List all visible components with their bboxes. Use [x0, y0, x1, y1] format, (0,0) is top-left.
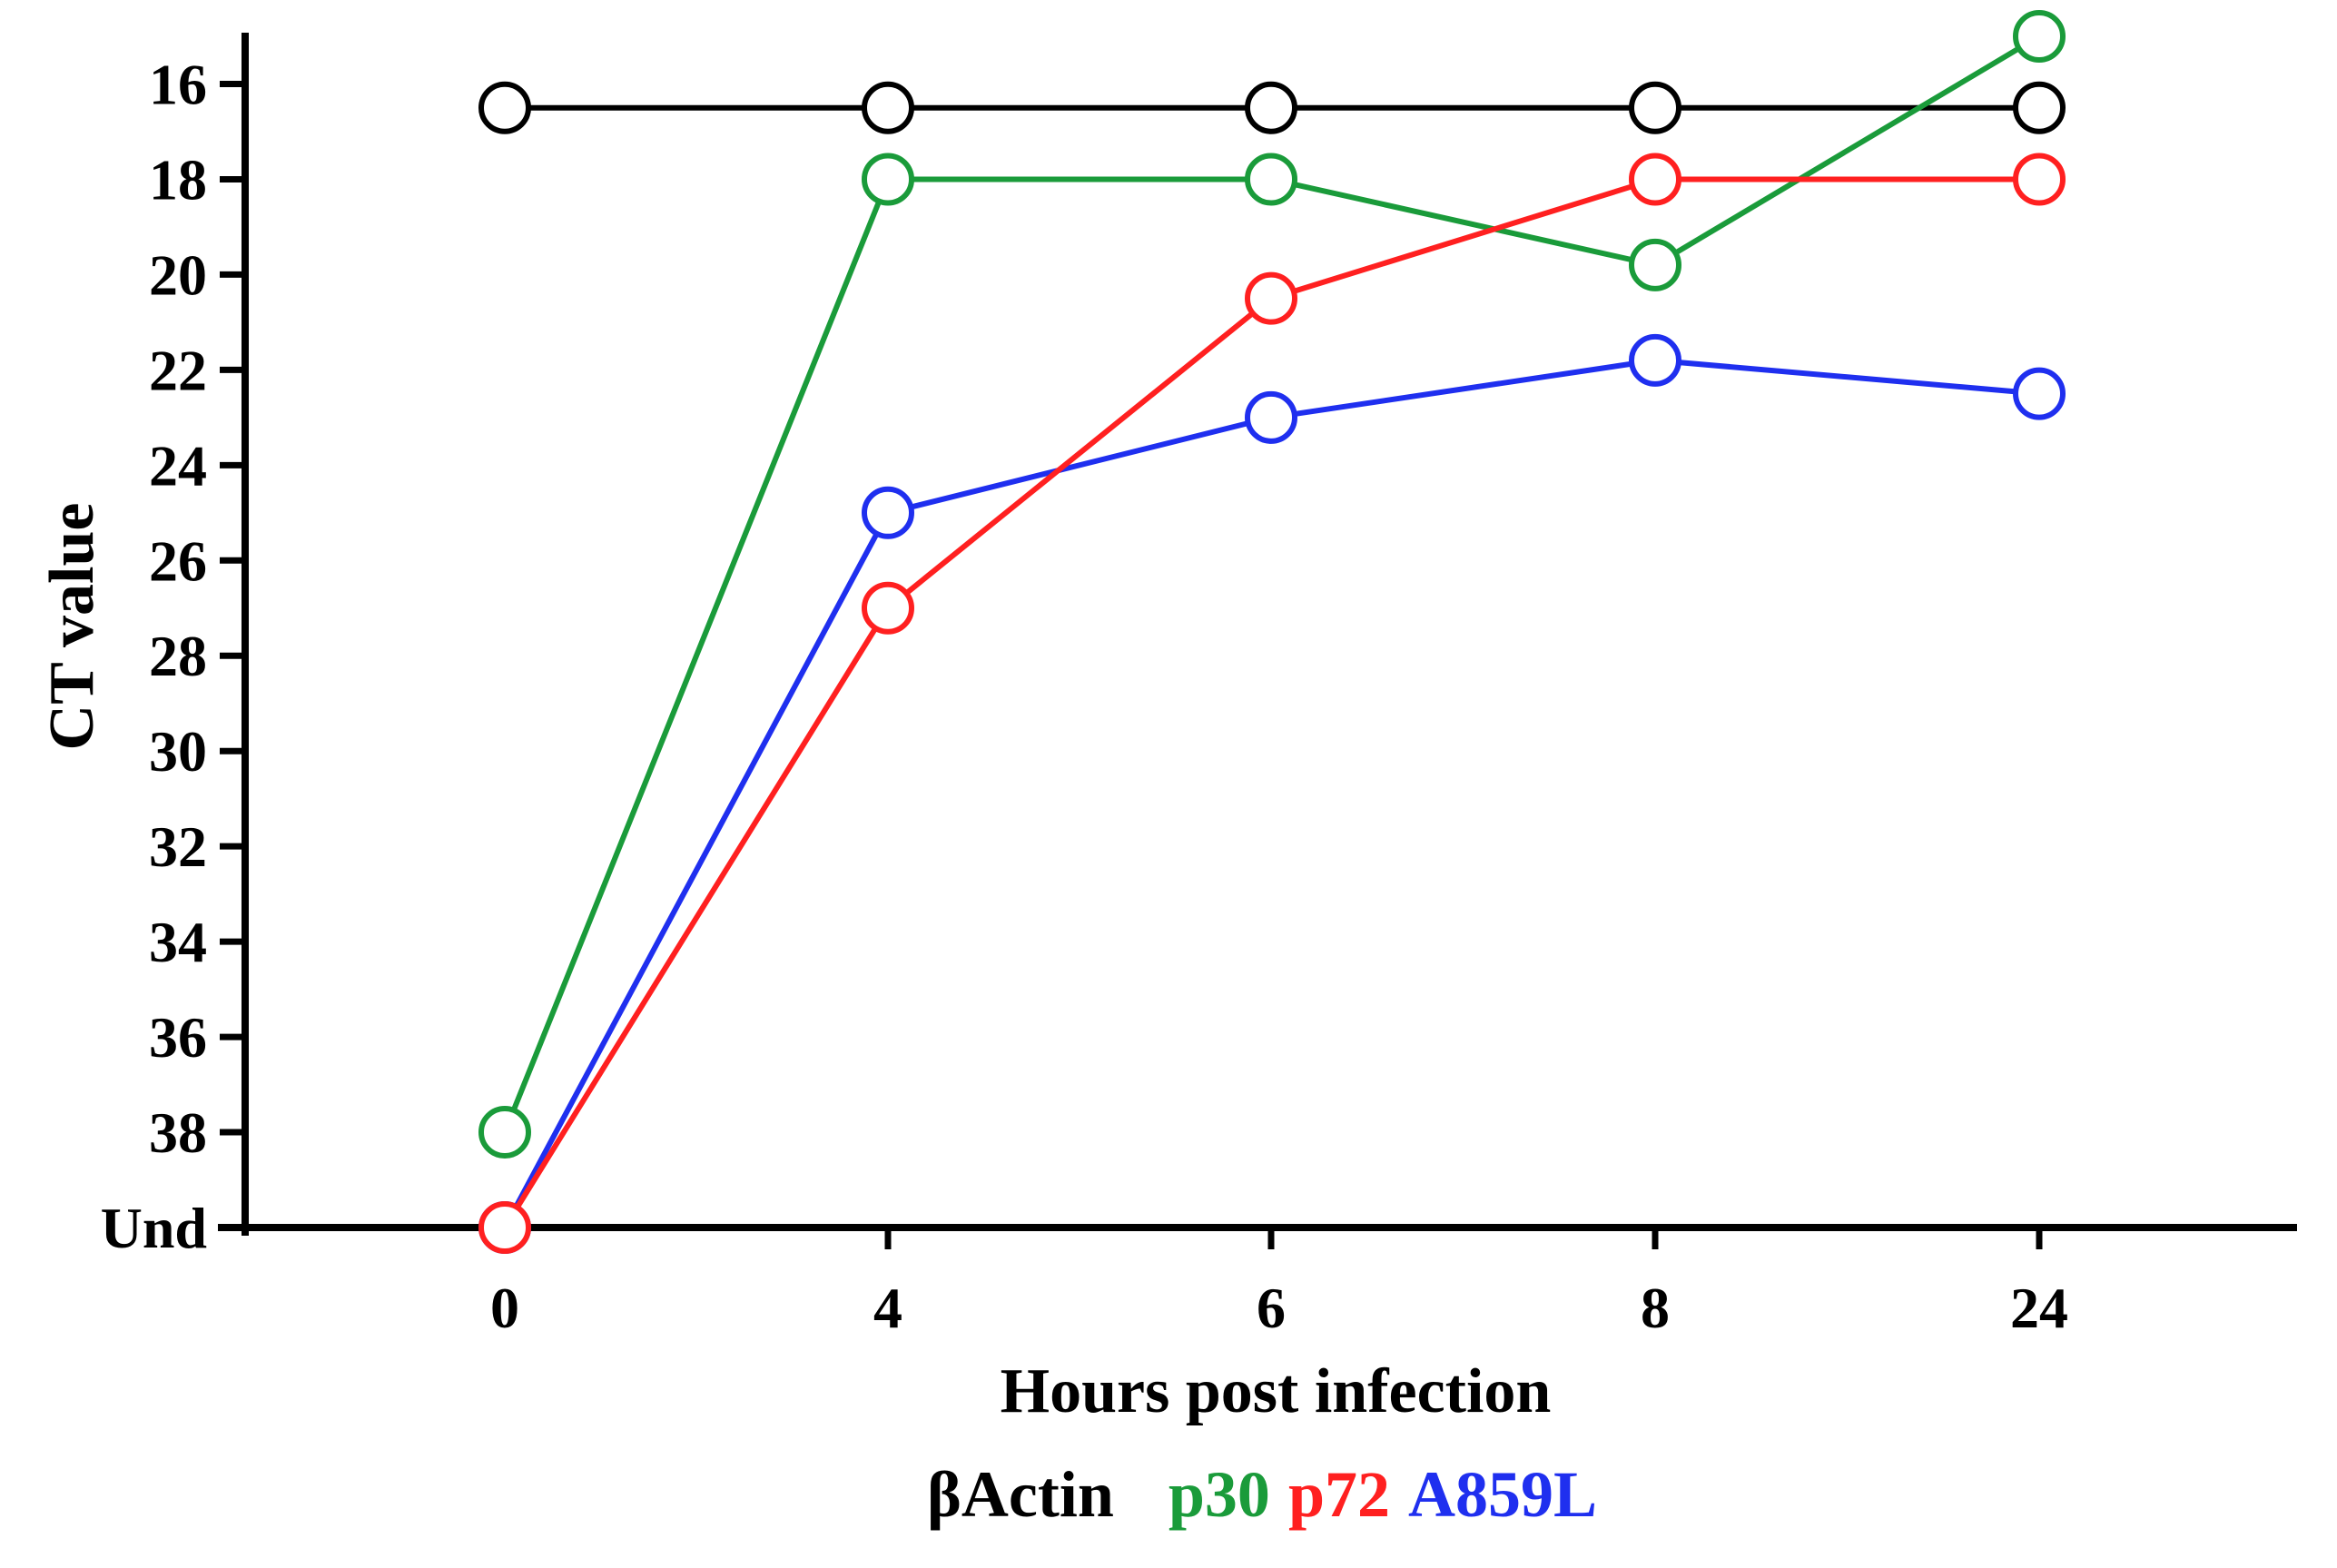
y-tick-label: 20: [149, 242, 207, 307]
x-tick-label: 6: [1257, 1276, 1286, 1340]
legend-entry: p72: [1288, 1458, 1390, 1531]
data-point: [1245, 81, 1297, 134]
data-point: [862, 486, 914, 539]
legend: βActin p30 p72 A859L: [927, 1458, 1597, 1531]
data-point: [2013, 10, 2066, 63]
y-tick-label: 34: [149, 910, 207, 974]
x-axis-title: Hours post infection: [1001, 1356, 1552, 1426]
series--actin: [478, 81, 2066, 134]
x-tick-label: 4: [873, 1276, 902, 1340]
y-tick-label: 16: [149, 52, 207, 116]
y-tick-label: 24: [149, 433, 207, 498]
x-tick-label: 24: [2010, 1276, 2068, 1340]
legend-entry: A859L: [1408, 1458, 1597, 1531]
data-point: [1245, 390, 1297, 444]
data-point: [2013, 367, 2066, 420]
y-tick-label: 28: [149, 624, 207, 688]
series-a859l: [478, 333, 2066, 1254]
legend-entry: βActin: [927, 1458, 1114, 1531]
x-tick-label: 8: [1641, 1276, 1670, 1340]
y-axis-title: CT value: [37, 503, 107, 751]
y-tick-label: 36: [149, 1005, 207, 1070]
data-point: [478, 1201, 531, 1254]
axes: 16 18 20 22 24 26 28 30 32 34 36 38 Und 0 4 6 8 24: [101, 33, 2297, 1340]
series-line: [502, 176, 2039, 1229]
data-point: [478, 1106, 531, 1159]
data-point: [1629, 153, 1681, 206]
y-tick-label: 22: [149, 338, 207, 402]
data-point: [862, 81, 914, 134]
y-tick-label: 38: [149, 1100, 207, 1165]
series-line: [502, 357, 2040, 1229]
data-point: [2013, 81, 2066, 134]
x-tick-label: 0: [490, 1276, 519, 1340]
y-tick-label: 26: [149, 528, 207, 593]
data-point: [1629, 333, 1681, 387]
y-tick-label: Und: [101, 1196, 207, 1260]
series-p72: [478, 153, 2066, 1254]
data-point: [2013, 153, 2066, 206]
data-point: [1629, 238, 1681, 291]
y-tick-label: 18: [149, 147, 207, 212]
series-layer: [478, 10, 2066, 1254]
data-point: [1629, 81, 1681, 134]
y-tick-label: 32: [149, 814, 207, 879]
data-point: [862, 581, 914, 635]
legend-entry: p30: [1168, 1458, 1270, 1531]
y-tick-label: 30: [149, 719, 207, 784]
data-point: [478, 81, 531, 134]
data-point: [862, 153, 914, 206]
series-p30: [478, 10, 2066, 1159]
data-point: [1245, 153, 1297, 206]
data-point: [1245, 271, 1297, 325]
